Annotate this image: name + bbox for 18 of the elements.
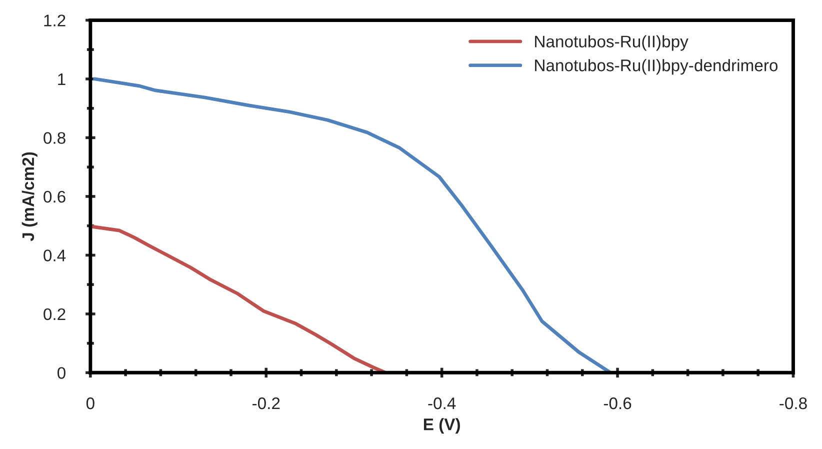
x-tick-label: -0.6 (604, 397, 632, 410)
x-axis-title: E (V) (424, 418, 460, 434)
y-tick-label: 0.8 (44, 132, 66, 144)
legend-label: Nanotubos-Ru(II)bpy (535, 35, 688, 51)
line-series (93, 77, 612, 373)
x-tick-label: -0.2 (252, 397, 280, 410)
y-tick-label: 0.4 (44, 250, 66, 262)
legend-label: Nanotubos-Ru(II)bpy-dendrimero (535, 59, 778, 75)
x-tick-label: 0 (86, 397, 94, 410)
y-tick-label: 1.2 (44, 14, 66, 26)
y-tick-label: 1 (58, 74, 66, 85)
line-series (90, 224, 388, 373)
y-tick-label: 0.2 (44, 308, 66, 320)
y-tick-label: 0 (57, 367, 66, 379)
y-axis-title: J (mA/cm2) (22, 152, 38, 242)
x-tick-label: -0.4 (428, 397, 456, 410)
y-tick-label: 0.6 (44, 190, 66, 203)
x-tick-label: -0.8 (780, 397, 807, 410)
